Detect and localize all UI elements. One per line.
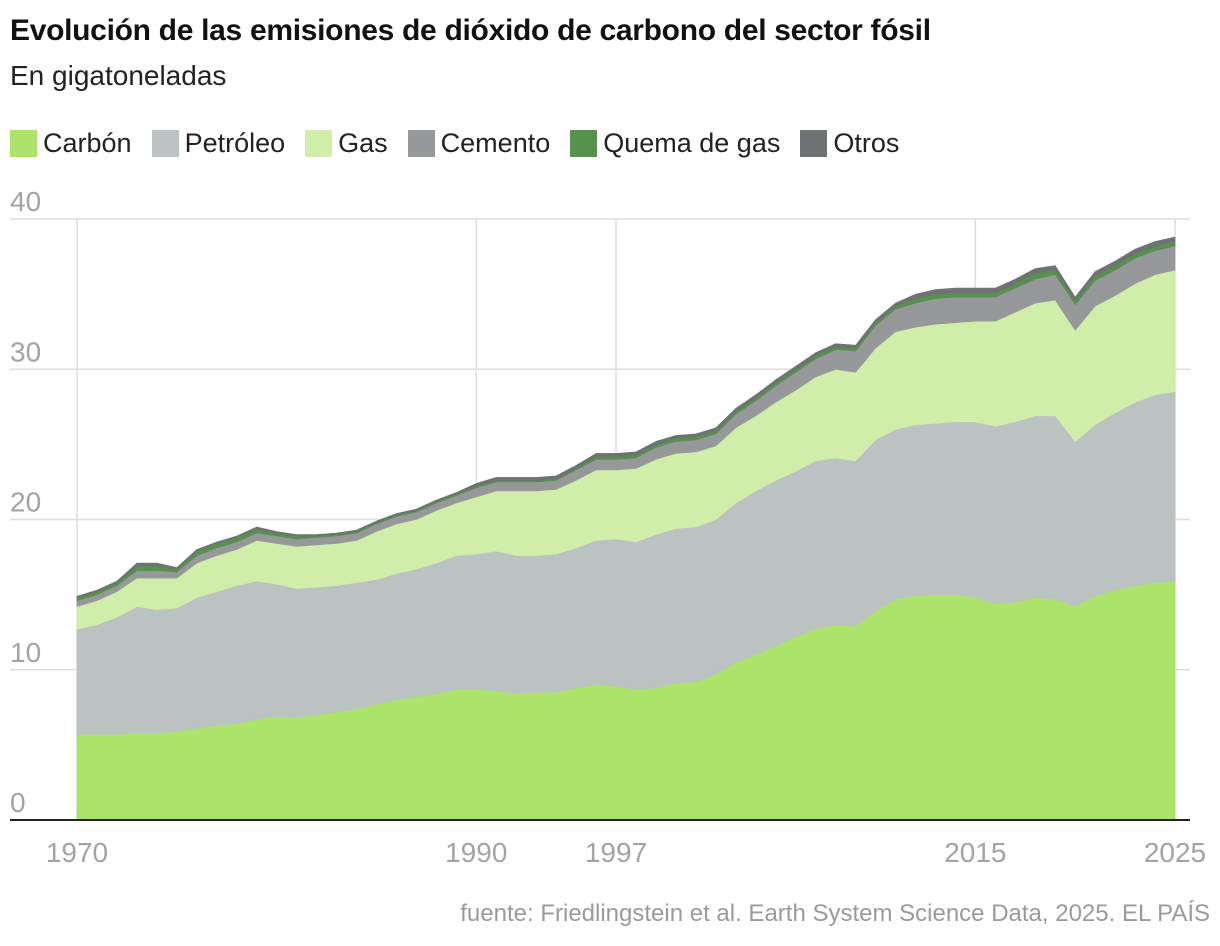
legend-label: Cemento xyxy=(440,128,551,158)
y-tick-label: 0 xyxy=(10,787,26,818)
legend-swatch xyxy=(10,130,37,157)
source-note: fuente: Friedlingstein et al. Earth Syst… xyxy=(460,900,1210,927)
legend-swatch xyxy=(305,130,333,157)
chart-subtitle: En gigatoneladas xyxy=(10,60,227,91)
y-tick-label: 20 xyxy=(10,487,41,518)
y-tick-label: 30 xyxy=(10,336,41,367)
x-tick-label: 2025 xyxy=(1144,837,1206,868)
x-tick-label: 1997 xyxy=(585,837,647,868)
legend-item-0: Carbón xyxy=(10,128,132,159)
legend-swatch xyxy=(407,130,435,157)
legend-item-3: Cemento xyxy=(407,128,551,159)
legend-label: Otros xyxy=(833,128,900,158)
legend-label: Petróleo xyxy=(184,128,286,158)
x-tick-label: 1990 xyxy=(445,837,507,868)
y-tick-label: 40 xyxy=(10,186,41,217)
chart-title: Evolución de las emisiones de dióxido de… xyxy=(10,14,931,47)
legend-label: Quema de gas xyxy=(603,128,781,158)
x-tick-label: 1970 xyxy=(46,837,108,868)
legend-item-5: Otros xyxy=(800,128,899,159)
legend-swatch xyxy=(800,130,828,157)
x-tick-label: 2015 xyxy=(944,837,1006,868)
legend-item-4: Quema de gas xyxy=(570,128,780,159)
area-series-5 xyxy=(76,236,1176,599)
legend-item-2: Gas xyxy=(305,128,388,159)
legend: Carbón Petróleo Gas Cemento Quema de gas Otro… xyxy=(10,128,919,159)
legend-label: Gas xyxy=(338,128,388,158)
legend-swatch xyxy=(151,130,179,157)
legend-swatch xyxy=(570,130,598,157)
legend-item-1: Petróleo xyxy=(151,128,286,159)
legend-label: Carbón xyxy=(43,128,132,158)
y-tick-label: 10 xyxy=(10,637,41,668)
